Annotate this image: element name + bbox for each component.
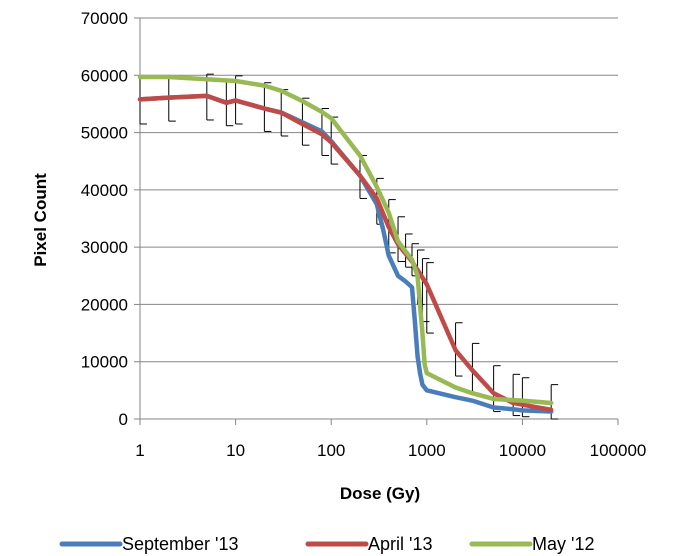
series-lines	[137, 74, 554, 414]
legend: September '13 April '13 May '12	[59, 534, 594, 554]
y-tick-label: 40000	[81, 181, 128, 200]
y-tick-label: 10000	[81, 353, 128, 372]
y-axis-ticks: 0 10000 20000 30000 40000 50000 60000 70000	[81, 9, 140, 429]
legend-item: April '13	[305, 534, 432, 554]
y-tick-label: 50000	[81, 124, 128, 143]
x-tick-label: 100	[317, 441, 345, 460]
y-tick-label: 60000	[81, 66, 128, 85]
error-bar	[426, 262, 434, 334]
x-tick-label: 10	[226, 441, 245, 460]
legend-label: April '13	[368, 534, 432, 554]
y-tick-label: 30000	[81, 238, 128, 257]
y-tick-label: 20000	[81, 295, 128, 314]
legend-item: September '13	[59, 534, 239, 554]
series-line-3	[137, 74, 554, 406]
x-tick-label: 10000	[499, 441, 546, 460]
error-bar	[493, 365, 501, 413]
gridlines	[140, 17, 618, 363]
x-axis-ticks: 1 10 100 1000 10000 100000	[135, 419, 646, 460]
series-line-2	[137, 93, 554, 413]
x-tick-label: 1	[135, 441, 144, 460]
y-axis-title: Pixel Count	[31, 173, 50, 267]
x-tick-label: 100000	[590, 441, 647, 460]
error-bars	[139, 73, 559, 420]
x-axis-title: Dose (Gy)	[340, 484, 420, 503]
legend-label: September '13	[122, 534, 239, 554]
x-tick-label: 1000	[408, 441, 446, 460]
legend-label: May '12	[532, 534, 594, 554]
series-line-1	[137, 93, 554, 414]
y-tick-label: 70000	[81, 9, 128, 28]
legend-item: May '12	[469, 534, 594, 554]
y-tick-label: 0	[119, 410, 128, 429]
